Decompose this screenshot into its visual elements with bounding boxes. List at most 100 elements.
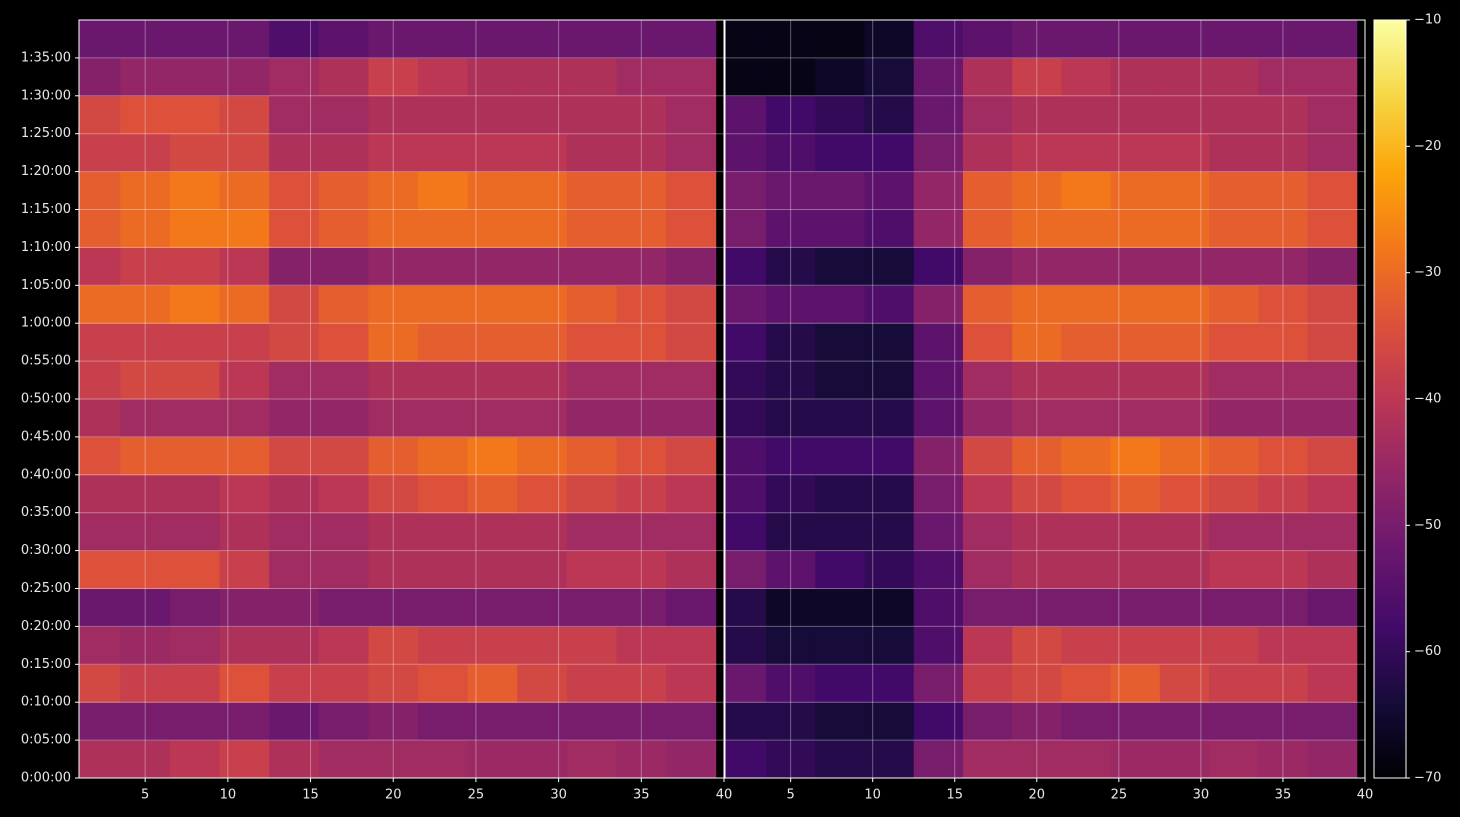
heat-cell bbox=[616, 512, 667, 552]
heat-cell bbox=[1159, 626, 1210, 665]
heat-cell bbox=[864, 474, 915, 514]
heat-cell bbox=[616, 399, 667, 438]
colorbar bbox=[1373, 19, 1407, 779]
heat-cell bbox=[913, 399, 964, 438]
heat-cell bbox=[169, 474, 221, 514]
heat-cell bbox=[766, 512, 816, 552]
heat-cell bbox=[79, 285, 121, 324]
heat-cell bbox=[467, 171, 518, 210]
heat-cell bbox=[913, 474, 964, 514]
heat-cell bbox=[368, 512, 419, 552]
heat-cell bbox=[725, 209, 767, 248]
heat-cell bbox=[1110, 323, 1161, 362]
heat-cell bbox=[913, 323, 964, 362]
heat-cell bbox=[864, 740, 915, 778]
heat-cell bbox=[169, 512, 221, 552]
heat-cell bbox=[318, 399, 369, 438]
heat-cell bbox=[566, 474, 617, 514]
heat-cell bbox=[1110, 57, 1161, 97]
heat-cell bbox=[864, 95, 915, 135]
heat-cell bbox=[120, 285, 171, 324]
heat-cell bbox=[815, 399, 865, 438]
colorbar-tick-label: −30 bbox=[1414, 265, 1441, 280]
heat-cell bbox=[1110, 436, 1161, 476]
heat-cell bbox=[269, 702, 320, 741]
heat-cell bbox=[1110, 285, 1161, 324]
heat-cell bbox=[666, 399, 717, 438]
heat-cell bbox=[864, 171, 915, 210]
heat-cell bbox=[1159, 588, 1210, 627]
heat-cell bbox=[566, 247, 617, 286]
x-tick-label: 25 bbox=[468, 788, 485, 803]
colorbar-tick-label: −60 bbox=[1414, 644, 1441, 659]
heat-cell bbox=[864, 57, 915, 97]
heat-cell bbox=[725, 588, 767, 627]
heat-cell bbox=[418, 436, 469, 476]
heat-cell bbox=[517, 740, 568, 778]
heat-cell bbox=[79, 95, 121, 135]
y-tick-label: 0:55:00 bbox=[21, 354, 71, 369]
heat-cell bbox=[219, 361, 270, 400]
heat-cell bbox=[962, 247, 1013, 286]
heat-cell bbox=[219, 740, 270, 778]
heat-cell bbox=[467, 664, 518, 703]
heat-cell bbox=[1258, 95, 1309, 135]
heat-cell bbox=[467, 133, 518, 173]
heat-cell bbox=[962, 474, 1013, 514]
heat-cell bbox=[864, 550, 915, 589]
heat-cell bbox=[666, 95, 717, 135]
heat-cell bbox=[169, 171, 221, 210]
heat-cell bbox=[1307, 436, 1358, 476]
heat-cell bbox=[169, 133, 221, 173]
heat-cell bbox=[418, 171, 469, 210]
heat-cell bbox=[120, 209, 171, 248]
heat-cell bbox=[418, 740, 469, 778]
heat-cell bbox=[725, 361, 767, 400]
heat-cell bbox=[864, 20, 915, 59]
heat-cell bbox=[1258, 702, 1309, 741]
heat-cell bbox=[368, 399, 419, 438]
heat-cell bbox=[815, 20, 865, 59]
heat-cell bbox=[120, 588, 171, 627]
heat-cell bbox=[467, 95, 518, 135]
heat-cell bbox=[1012, 323, 1062, 362]
heat-cell bbox=[1110, 361, 1161, 400]
heat-cell bbox=[566, 436, 617, 476]
heat-cell bbox=[120, 323, 171, 362]
heat-cell bbox=[1061, 550, 1112, 589]
heat-cell bbox=[418, 95, 469, 135]
heat-cell bbox=[318, 57, 369, 97]
heat-cell bbox=[666, 57, 717, 97]
heat-cell bbox=[1159, 133, 1210, 173]
heat-cell bbox=[318, 512, 369, 552]
heat-cell bbox=[1258, 399, 1309, 438]
heat-cell bbox=[1159, 436, 1210, 476]
colorbar-tick-label: −10 bbox=[1414, 13, 1441, 28]
heat-cell bbox=[169, 436, 221, 476]
heat-cell bbox=[418, 399, 469, 438]
heat-cell bbox=[1012, 474, 1062, 514]
heat-cell bbox=[1307, 588, 1358, 627]
heat-cell bbox=[79, 626, 121, 665]
heat-cell bbox=[169, 323, 221, 362]
heat-cell bbox=[815, 740, 865, 778]
heat-cell bbox=[1307, 171, 1358, 210]
heat-cell bbox=[1012, 95, 1062, 135]
heat-cell bbox=[766, 323, 816, 362]
heat-cell bbox=[1012, 399, 1062, 438]
heat-cell bbox=[467, 209, 518, 248]
heat-cell bbox=[725, 20, 767, 59]
heat-cell bbox=[169, 399, 221, 438]
heat-cell bbox=[1258, 133, 1309, 173]
heat-cell bbox=[1061, 361, 1112, 400]
heat-cell bbox=[1258, 626, 1309, 665]
heat-cell bbox=[517, 512, 568, 552]
heat-cell bbox=[79, 664, 121, 703]
heat-cell bbox=[1110, 95, 1161, 135]
heat-cell bbox=[1258, 588, 1309, 627]
heat-cell bbox=[616, 361, 667, 400]
heat-cell bbox=[1061, 626, 1112, 665]
heat-cell bbox=[566, 512, 617, 552]
heat-cell bbox=[120, 20, 171, 59]
heat-cell bbox=[1061, 209, 1112, 248]
